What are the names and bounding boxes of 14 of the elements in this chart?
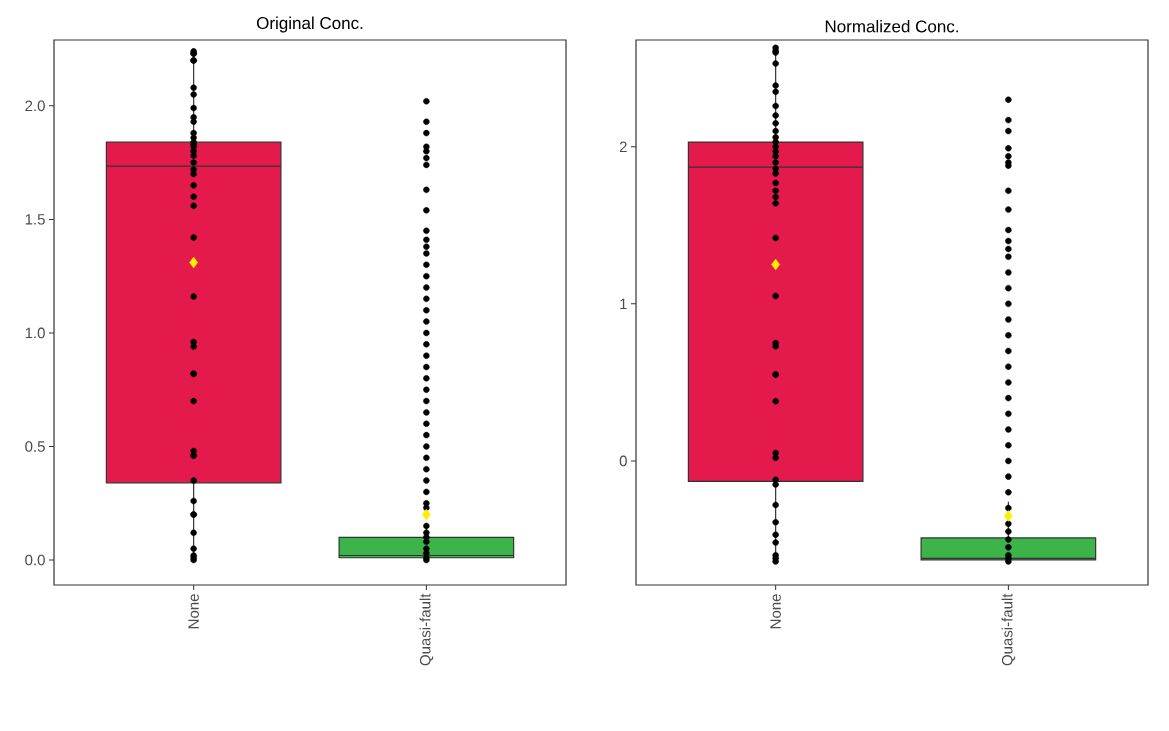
chart-title: Original Conc. [256,16,363,33]
x-tick-label: Quasi-fault [419,593,434,666]
y-tick-label: 0 [619,455,627,467]
y-tick-label: 0.0 [25,554,45,566]
x-tick-label: Quasi-fault [1001,593,1016,666]
y-tick-label: 2.0 [25,100,45,112]
y-tick-label: 2 [619,141,627,153]
y-tick-label: 1.5 [25,214,45,225]
x-tick-label: None [770,594,781,629]
x-tick-label: None [188,594,199,629]
chart-title: Normalized Conc. [825,19,958,33]
y-tick-label: 1 [620,298,627,310]
y-tick-label: 0.5 [25,441,45,452]
y-tick-label: 1.0 [25,327,45,339]
